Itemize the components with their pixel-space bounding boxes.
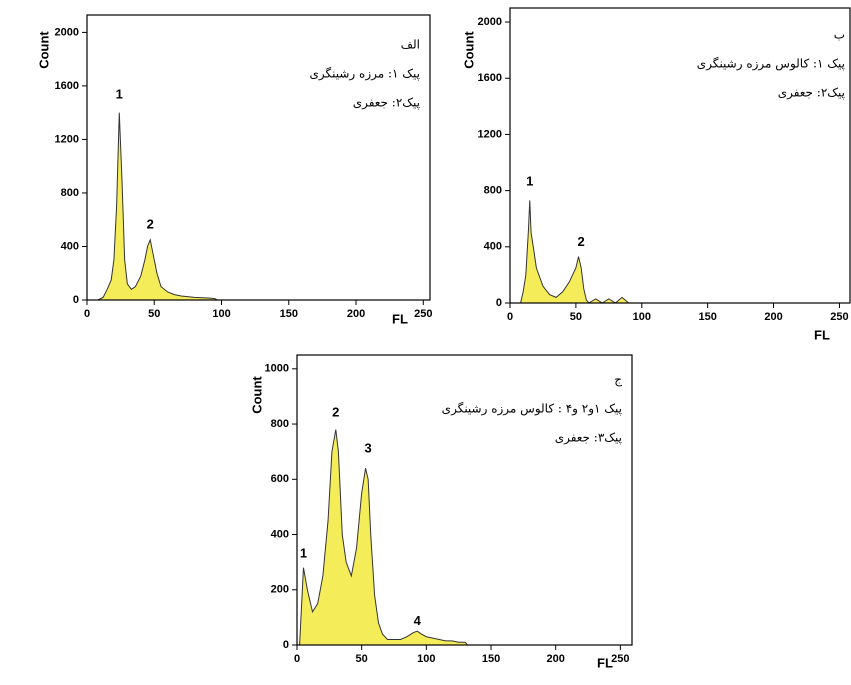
histogram-area [299, 429, 469, 646]
y-tick-label: 800 [271, 418, 289, 430]
x-tick-label: 0 [507, 311, 513, 323]
x-tick-label: 150 [280, 308, 298, 320]
peak-label: 2 [578, 234, 585, 249]
x-tick-label: 200 [547, 653, 565, 665]
y-tick-label: 400 [61, 240, 79, 252]
x-tick-label: 200 [347, 308, 365, 320]
peak-label: 1 [116, 87, 123, 102]
x-tick-label: 0 [84, 308, 90, 320]
y-tick-label: 600 [271, 473, 289, 485]
y-tick-label: 0 [496, 297, 502, 309]
x-tick-label: 250 [830, 311, 848, 323]
x-axis-label: FL [597, 655, 613, 670]
y-tick-label: 400 [271, 528, 289, 540]
histogram-area [519, 200, 632, 304]
legend-note: الف [401, 38, 420, 52]
legend-note: ب [834, 28, 845, 42]
x-axis-label: FL [392, 311, 408, 326]
peak-label: 3 [365, 440, 372, 455]
y-tick-label: 800 [484, 185, 502, 197]
legend-note: پیک۳: جعفری [555, 431, 622, 445]
legend-note: پیک ۱و۲ و۴ : کالوس مرزه رشینگری [442, 402, 622, 416]
x-tick-label: 150 [482, 653, 500, 665]
legend-note: پیک ۱: مرزه رشینگری [309, 67, 420, 81]
y-axis-label: Count [249, 376, 264, 414]
legend-note: پیک ۱: کالوس مرزه رشینگری [697, 57, 845, 71]
plot-frame [509, 7, 851, 304]
y-tick-label: 200 [271, 584, 289, 596]
x-tick-label: 150 [698, 311, 716, 323]
y-tick-label: 0 [73, 294, 79, 306]
peak-label: 2 [147, 217, 154, 232]
x-tick-label: 50 [356, 653, 368, 665]
x-tick-label: 250 [414, 308, 432, 320]
y-tick-label: 1600 [478, 72, 502, 84]
peak-label: 4 [414, 613, 422, 628]
y-tick-label: 2000 [55, 26, 79, 38]
x-tick-label: 100 [633, 311, 651, 323]
y-tick-label: 1600 [55, 80, 79, 92]
legend-note: ج [614, 373, 622, 387]
x-tick-label: 100 [212, 308, 230, 320]
y-tick-label: 1000 [265, 363, 289, 375]
x-tick-label: 200 [764, 311, 782, 323]
x-tick-label: 250 [611, 653, 629, 665]
y-tick-label: 800 [61, 187, 79, 199]
x-tick-label: 0 [294, 653, 300, 665]
legend-note: پیک۲: جعفری [778, 86, 845, 100]
y-tick-label: 400 [484, 241, 502, 253]
x-axis-label: FL [814, 327, 830, 342]
x-tick-label: 100 [417, 653, 435, 665]
x-tick-label: 50 [148, 308, 160, 320]
peak-label: 1 [526, 174, 533, 189]
peak-label: 2 [332, 404, 339, 419]
y-axis-label: Count [36, 31, 51, 69]
histogram-area [97, 112, 218, 301]
x-tick-label: 50 [570, 311, 582, 323]
plot-frame [86, 14, 431, 301]
y-tick-label: 1200 [478, 128, 502, 140]
y-tick-label: 2000 [478, 16, 502, 28]
plot-frame [296, 354, 633, 646]
legend-note: پیک۲: جعفری [353, 96, 420, 110]
y-axis-label: Count [461, 31, 476, 69]
y-tick-label: 0 [283, 639, 289, 651]
y-tick-label: 1200 [55, 133, 79, 145]
peak-label: 1 [300, 545, 307, 560]
